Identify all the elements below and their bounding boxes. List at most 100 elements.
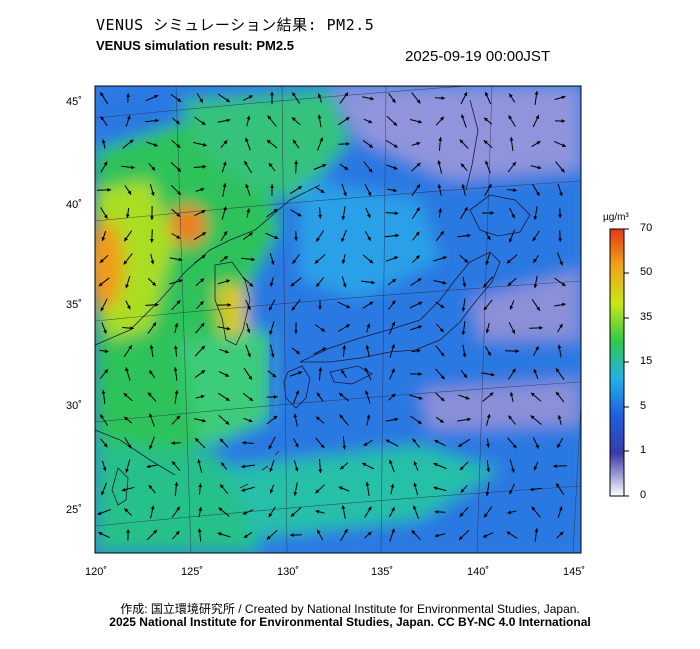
wind-arrowhead bbox=[227, 303, 231, 307]
wind-arrowhead bbox=[416, 184, 420, 189]
graticule-meridian bbox=[380, 86, 387, 553]
wind-arrowhead bbox=[490, 211, 494, 215]
wind-arrowhead bbox=[293, 139, 297, 144]
wind-arrowhead bbox=[297, 186, 302, 190]
wind-arrowhead bbox=[248, 375, 252, 380]
wind-arrowhead bbox=[512, 162, 516, 166]
wind-arrowhead bbox=[535, 444, 539, 449]
credit-line-1: 作成: 国立環境研究所 / Created by National Instit… bbox=[120, 602, 580, 616]
wind-arrowhead bbox=[391, 393, 396, 398]
wind-arrowhead bbox=[367, 531, 372, 536]
wind-arrowhead bbox=[389, 459, 393, 464]
wind-arrowhead bbox=[174, 390, 179, 394]
wind-arrowhead bbox=[269, 282, 274, 287]
wind-arrowhead bbox=[489, 392, 494, 397]
wind-arrowhead bbox=[341, 237, 345, 242]
wind-arrowhead bbox=[364, 367, 369, 372]
wind-arrowhead bbox=[102, 467, 107, 472]
wind-arrowhead bbox=[248, 232, 253, 237]
wind-arrowhead bbox=[460, 488, 465, 493]
wind-arrowhead bbox=[149, 370, 153, 375]
wind-arrowhead bbox=[246, 115, 251, 120]
wind-arrowhead bbox=[200, 323, 205, 327]
wind-arrowhead bbox=[558, 214, 562, 218]
wind-arrowhead bbox=[150, 216, 154, 220]
wind-arrowhead bbox=[199, 301, 204, 306]
wind-arrowhead bbox=[368, 119, 373, 124]
wind-arrowhead bbox=[99, 258, 104, 263]
wind-arrowhead bbox=[485, 492, 490, 496]
wind-arrowhead bbox=[266, 140, 271, 144]
wind-arrowhead bbox=[343, 192, 347, 197]
wind-arrowhead bbox=[125, 284, 129, 289]
colorbar-label-5: 5 bbox=[640, 400, 647, 412]
wind-arrowhead bbox=[316, 392, 321, 397]
wind-arrowhead bbox=[486, 468, 491, 472]
wind-arrowhead bbox=[318, 367, 323, 371]
wind-arrowhead bbox=[442, 256, 447, 260]
wind-arrowhead bbox=[150, 260, 155, 265]
wind-arrowhead bbox=[393, 188, 397, 193]
map-title-japanese: VENUS シミュレーション結果: PM2.5 bbox=[96, 16, 375, 34]
colorbar bbox=[609, 228, 625, 497]
wind-arrowhead bbox=[249, 282, 253, 287]
wind-arrowhead bbox=[341, 370, 345, 374]
wind-arrowhead bbox=[223, 140, 228, 145]
wind-arrowhead bbox=[195, 438, 199, 442]
wind-arrowhead bbox=[366, 323, 371, 328]
wind-arrowhead bbox=[485, 160, 489, 165]
wind-arrowhead bbox=[127, 444, 132, 449]
wind-arrowhead bbox=[484, 513, 488, 518]
wind-arrowhead bbox=[201, 370, 206, 374]
wind-arrowhead bbox=[467, 233, 471, 238]
wind-arrowhead bbox=[221, 462, 225, 467]
wind-arrowhead bbox=[533, 369, 538, 373]
wind-arrowhead bbox=[391, 368, 395, 373]
wind-arrowhead bbox=[217, 532, 222, 536]
wind-arrowhead bbox=[107, 188, 111, 192]
wind-arrowhead bbox=[176, 235, 181, 239]
wind-arrowhead bbox=[342, 283, 347, 288]
wind-arrowhead bbox=[315, 489, 320, 494]
wind-arrowhead bbox=[294, 237, 298, 241]
wind-arrowhead bbox=[390, 483, 395, 488]
wind-arrowhead bbox=[174, 323, 179, 327]
wind-arrowhead bbox=[461, 184, 466, 189]
wind-arrowhead bbox=[368, 168, 373, 173]
wind-arrowhead bbox=[290, 533, 294, 537]
wind-arrowhead bbox=[559, 323, 563, 328]
wind-arrowhead bbox=[391, 98, 396, 103]
wind-arrowhead bbox=[173, 367, 178, 371]
wind-arrowhead bbox=[508, 238, 513, 243]
wind-arrowhead bbox=[322, 347, 327, 352]
pm25-concentration-field bbox=[95, 86, 581, 553]
wind-arrowhead bbox=[561, 95, 566, 100]
wind-arrowhead bbox=[155, 118, 159, 123]
wind-arrowhead bbox=[393, 166, 398, 170]
wind-arrowhead bbox=[487, 351, 491, 356]
wind-arrowhead bbox=[464, 259, 469, 263]
wind-arrowhead bbox=[483, 534, 487, 538]
coastlines bbox=[95, 99, 531, 506]
wind-arrowhead bbox=[315, 509, 320, 514]
wind-arrowhead bbox=[345, 324, 350, 328]
wind-arrowhead bbox=[319, 137, 323, 142]
wind-arrowhead bbox=[131, 165, 135, 170]
wind-arrowhead bbox=[342, 445, 347, 450]
wind-arrowhead bbox=[123, 393, 128, 397]
wind-arrowhead bbox=[434, 510, 439, 514]
wind-arrowhead bbox=[294, 443, 299, 448]
wind-arrowhead bbox=[291, 306, 296, 311]
wind-arrowhead bbox=[242, 440, 246, 445]
wind-arrowhead bbox=[392, 279, 397, 283]
wind-arrowhead bbox=[247, 353, 251, 358]
wind-arrowhead bbox=[484, 117, 488, 122]
wind-arrowhead bbox=[440, 397, 445, 401]
wind-arrowhead bbox=[273, 415, 278, 420]
wind-arrowhead bbox=[395, 233, 399, 238]
wind-arrowhead bbox=[150, 192, 155, 196]
forecast-datetime: 2025-09-19 00:00JST bbox=[405, 48, 551, 65]
wind-arrowhead bbox=[508, 415, 513, 420]
graticule-meridian bbox=[95, 547, 96, 553]
wind-arrowhead bbox=[440, 375, 445, 380]
